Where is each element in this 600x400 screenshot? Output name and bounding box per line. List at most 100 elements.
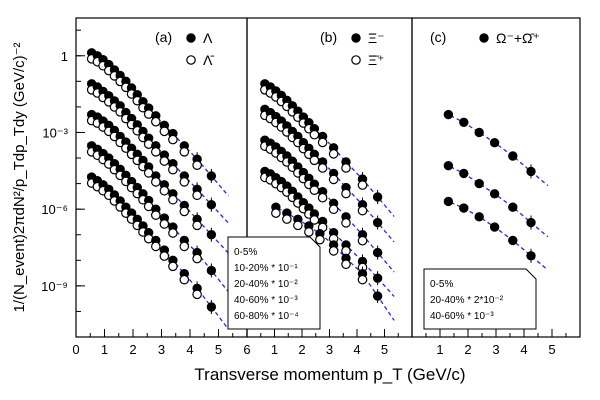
data-point-anti xyxy=(293,220,303,231)
data-point-anti xyxy=(192,220,202,231)
scale-box-entry: 0-5% xyxy=(234,247,257,258)
data-point xyxy=(508,202,518,212)
legend-marker xyxy=(351,33,361,43)
scale-box-entry: 20-40% * 10⁻² xyxy=(234,279,298,290)
scale-box-entry: 10-20% * 10⁻¹ xyxy=(234,263,298,274)
data-point xyxy=(206,171,217,181)
legend-entry: Ξ̄⁺ xyxy=(368,52,385,68)
data-point xyxy=(459,117,469,127)
y-tick-label: 10⁻⁶ xyxy=(41,202,68,217)
data-point xyxy=(508,235,518,246)
data-point-anti xyxy=(357,180,368,190)
y-axis-title: 1/(N_event)2πdN²/p_Tdp_Tdy (GeV/c)⁻² xyxy=(11,42,28,312)
data-point-anti xyxy=(304,227,314,237)
scale-box-entry: 60-80% * 10⁻⁴ xyxy=(234,311,299,322)
data-point xyxy=(508,151,518,161)
data-point-anti xyxy=(328,204,339,215)
x-tick-label: 2 xyxy=(298,342,305,357)
data-point xyxy=(489,222,500,232)
data-point-anti xyxy=(151,177,161,187)
data-point xyxy=(474,212,484,222)
data-point xyxy=(443,161,454,171)
data-point-anti xyxy=(179,177,190,187)
data-point xyxy=(474,127,484,138)
data-point-anti xyxy=(341,259,351,270)
data-point-anti xyxy=(151,210,161,220)
x-tick-label: 1 xyxy=(271,342,278,357)
data-point xyxy=(526,166,536,177)
data-point-anti xyxy=(341,218,351,228)
data-point-anti xyxy=(271,208,281,218)
data-point-anti xyxy=(159,219,170,229)
x-tick-label: 6 xyxy=(243,342,250,357)
data-point-anti xyxy=(328,174,339,185)
scale-box-entry: 0-5% xyxy=(430,279,453,290)
data-point-anti xyxy=(168,134,178,145)
x-tick-label: 4 xyxy=(186,342,193,357)
y-tick-label: 10⁻³ xyxy=(42,125,68,140)
data-point xyxy=(526,251,536,261)
data-point-anti xyxy=(159,126,170,137)
legend-marker xyxy=(351,55,361,65)
data-point xyxy=(526,217,536,228)
x-tick-label: 2 xyxy=(464,342,471,357)
x-tick-label: 2 xyxy=(129,342,136,357)
data-point-anti xyxy=(192,190,202,201)
legend-entry: Λ̄ xyxy=(203,52,214,68)
data-point-anti xyxy=(168,228,178,238)
data-point-anti xyxy=(159,251,170,261)
data-point xyxy=(372,247,383,258)
data-point-anti xyxy=(357,274,368,285)
x-tick-label: 4 xyxy=(353,342,360,357)
data-point-anti xyxy=(168,261,178,272)
data-point-anti xyxy=(159,185,170,196)
data-point xyxy=(372,217,383,228)
scale-box xyxy=(423,268,537,330)
data-point-anti xyxy=(341,188,351,199)
data-point-anti xyxy=(317,137,328,148)
data-point xyxy=(206,302,217,312)
data-point-anti xyxy=(192,253,202,264)
data-point-anti xyxy=(192,289,202,300)
data-point-anti xyxy=(168,194,178,205)
panel-label: (a) xyxy=(155,29,172,45)
data-point-anti xyxy=(309,155,320,166)
data-point-anti xyxy=(341,163,351,173)
data-point xyxy=(206,230,217,240)
data-point xyxy=(443,196,454,207)
data-point xyxy=(372,273,383,283)
scale-box xyxy=(227,236,321,330)
scale-box-entry: 40-60% * 10⁻³ xyxy=(430,311,494,322)
data-point xyxy=(489,189,500,199)
data-point-anti xyxy=(151,241,161,252)
data-point-anti xyxy=(357,205,368,216)
panel-label: (b) xyxy=(320,29,337,45)
data-point xyxy=(372,192,383,202)
legend-entry: Ω⁻+Ω̄⁺ xyxy=(496,30,540,46)
data-point xyxy=(206,265,217,276)
y-tick-label: 10⁻⁹ xyxy=(41,279,68,294)
legend-marker xyxy=(479,33,489,43)
legend-entry: Λ xyxy=(203,30,213,46)
data-point-anti xyxy=(179,147,190,157)
legend-marker xyxy=(186,55,196,65)
x-tick-label: 0 xyxy=(72,342,79,357)
data-point-anti xyxy=(282,214,292,224)
data-point xyxy=(459,168,469,179)
data-point-anti xyxy=(192,160,202,171)
data-point-anti xyxy=(317,163,328,173)
scale-box-entry: 20-40% * 2*10⁻² xyxy=(430,295,504,306)
data-point-anti xyxy=(179,274,190,285)
data-point-anti xyxy=(159,156,170,166)
x-tick-label: 5 xyxy=(381,342,388,357)
fit-curve xyxy=(260,137,395,273)
x-tick-label: 5 xyxy=(215,342,222,357)
data-point-anti xyxy=(151,116,161,127)
x-tick-label: 1 xyxy=(436,342,443,357)
data-point-anti xyxy=(179,206,190,217)
fit-curve xyxy=(260,106,395,243)
x-tick-label: 4 xyxy=(520,342,527,357)
data-point-anti xyxy=(317,192,328,203)
data-point xyxy=(474,178,484,189)
